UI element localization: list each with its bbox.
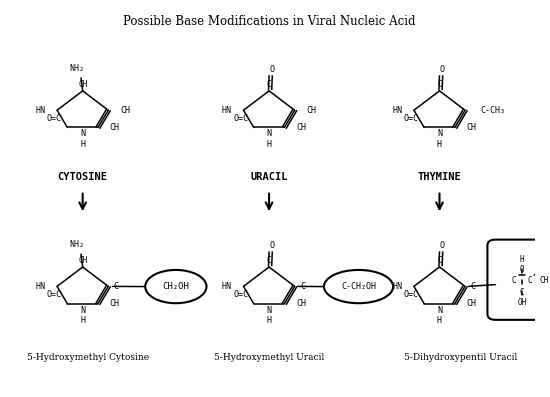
Text: CH: CH [540, 276, 549, 285]
Text: 5-Dihydroxypentil Uracil: 5-Dihydroxypentil Uracil [404, 353, 518, 362]
Text: O=C: O=C [404, 291, 419, 299]
Text: N: N [437, 306, 442, 314]
Text: OH: OH [518, 297, 527, 306]
Text: C: C [300, 282, 305, 291]
Text: HN: HN [222, 282, 232, 291]
Text: N: N [267, 129, 272, 139]
Text: CH: CH [109, 299, 120, 308]
Text: N: N [267, 306, 272, 314]
Text: N: N [80, 129, 85, 139]
Text: CH: CH [306, 106, 316, 115]
Text: CH₂OH: CH₂OH [162, 282, 189, 291]
Text: THYMINE: THYMINE [417, 172, 461, 182]
Text: O=C: O=C [47, 291, 62, 299]
Text: C: C [267, 80, 271, 89]
Text: URACIL: URACIL [250, 172, 288, 182]
Text: CH: CH [296, 299, 306, 308]
Text: O: O [270, 241, 274, 250]
Text: C: C [113, 282, 119, 291]
Text: O: O [439, 65, 444, 74]
Text: H: H [520, 255, 524, 264]
Text: HN: HN [392, 106, 402, 115]
Text: C-CH₂OH: C-CH₂OH [341, 282, 376, 291]
Text: CH: CH [120, 106, 130, 115]
Text: CH: CH [296, 123, 306, 132]
Text: O: O [520, 265, 524, 274]
Text: H: H [80, 316, 85, 325]
Text: CH: CH [466, 123, 476, 132]
Text: NH₂: NH₂ [70, 241, 85, 249]
Text: Possible Base Modifications in Viral Nucleic Acid: Possible Base Modifications in Viral Nuc… [123, 15, 415, 27]
Text: C: C [470, 282, 475, 291]
Text: O: O [270, 65, 274, 74]
Text: HN: HN [35, 282, 46, 291]
Text: H: H [267, 140, 272, 149]
Text: 5-Hydroxymethyl Uracil: 5-Hydroxymethyl Uracil [214, 353, 324, 362]
Text: H: H [437, 140, 442, 149]
Text: CH: CH [78, 80, 87, 89]
Text: N: N [437, 129, 442, 139]
Text: O: O [439, 241, 444, 250]
Text: CYTOSINE: CYTOSINE [58, 172, 108, 182]
Text: HN: HN [392, 282, 402, 291]
Text: NH₂: NH₂ [70, 64, 85, 73]
Text: C: C [520, 288, 524, 297]
Text: N: N [80, 306, 85, 314]
Text: CH: CH [466, 299, 476, 308]
Text: C: C [437, 256, 442, 265]
Text: O=C: O=C [233, 291, 249, 299]
Text: HN: HN [35, 106, 46, 115]
Text: C: C [267, 256, 271, 265]
Text: O=C: O=C [404, 114, 419, 123]
Text: O=C: O=C [233, 114, 249, 123]
Text: CH: CH [109, 123, 120, 132]
Text: C: C [437, 80, 442, 89]
Text: C: C [512, 276, 516, 285]
Text: C-CH₃: C-CH₃ [480, 106, 505, 115]
Text: H: H [80, 140, 85, 149]
Text: O=C: O=C [47, 114, 62, 123]
Text: C: C [527, 276, 532, 285]
Text: 5-Hydroxymethyl Cytosine: 5-Hydroxymethyl Cytosine [27, 353, 149, 362]
Text: H: H [267, 316, 272, 325]
Text: HN: HN [222, 106, 232, 115]
Text: CH: CH [78, 256, 87, 265]
Text: H: H [437, 316, 442, 325]
